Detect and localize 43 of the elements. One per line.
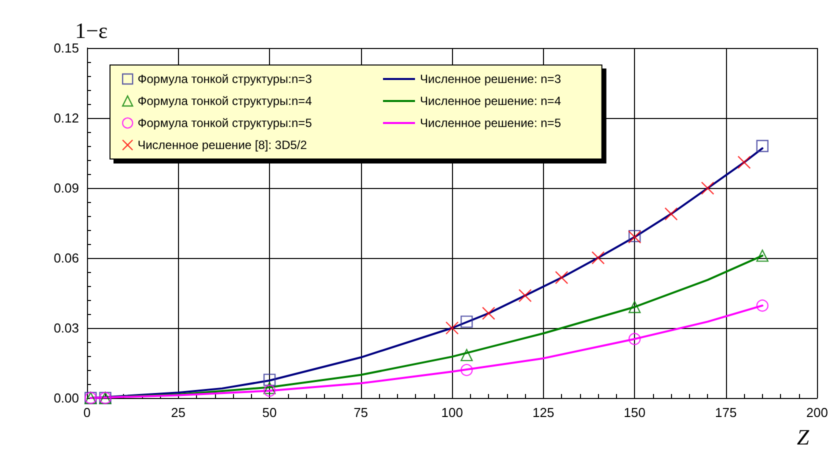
x-tick-label: 75 <box>354 405 368 420</box>
y-tick-label: 0.09 <box>54 180 79 196</box>
point <box>263 382 276 394</box>
y-tick-label: 0.00 <box>54 390 79 406</box>
point <box>701 182 714 195</box>
y-tick-label: 0.06 <box>54 250 79 266</box>
legend-label: Формула тонкой структуры:n=4 <box>138 94 312 108</box>
x-tick-label: 0 <box>83 405 91 420</box>
point <box>460 316 473 328</box>
x-tick-label: 25 <box>171 405 186 420</box>
legend-label: Численное решение: n=3 <box>420 72 562 86</box>
point <box>738 156 751 169</box>
y-tick-label: 0.03 <box>54 320 79 336</box>
point <box>628 332 641 346</box>
point <box>482 306 496 320</box>
point <box>555 271 568 284</box>
point <box>756 140 768 152</box>
point <box>445 321 459 335</box>
point <box>460 348 473 362</box>
y-tick-label: 0.12 <box>54 110 79 126</box>
point <box>460 364 473 376</box>
y-tick-label: 0.15 <box>54 40 79 56</box>
x-axis-title: Z <box>796 424 810 450</box>
y-axis-title: 1−ε <box>75 18 108 44</box>
point <box>263 374 276 386</box>
point <box>756 250 768 262</box>
x-tick-label: 50 <box>262 405 277 420</box>
point <box>263 384 276 397</box>
x-tick-label: 125 <box>532 405 554 420</box>
legend-label: Численное решение: n=5 <box>420 116 562 130</box>
point <box>756 300 768 312</box>
x-tick-label: 175 <box>715 405 737 420</box>
legend-label: Численное решение: n=4 <box>420 94 562 108</box>
x-tick-label: 200 <box>806 405 828 420</box>
legend-label: Численное решение [8]: 3D5/2 <box>138 138 308 152</box>
point <box>628 300 641 314</box>
legend-label: Формула тонкой структуры:n=3 <box>138 72 312 86</box>
point <box>664 207 678 220</box>
x-tick-label: 150 <box>624 405 646 420</box>
point <box>518 288 532 302</box>
legend-label: Формула тонкой структуры:n=5 <box>138 116 312 130</box>
x-tick-label: 100 <box>441 405 463 420</box>
point <box>592 251 605 264</box>
